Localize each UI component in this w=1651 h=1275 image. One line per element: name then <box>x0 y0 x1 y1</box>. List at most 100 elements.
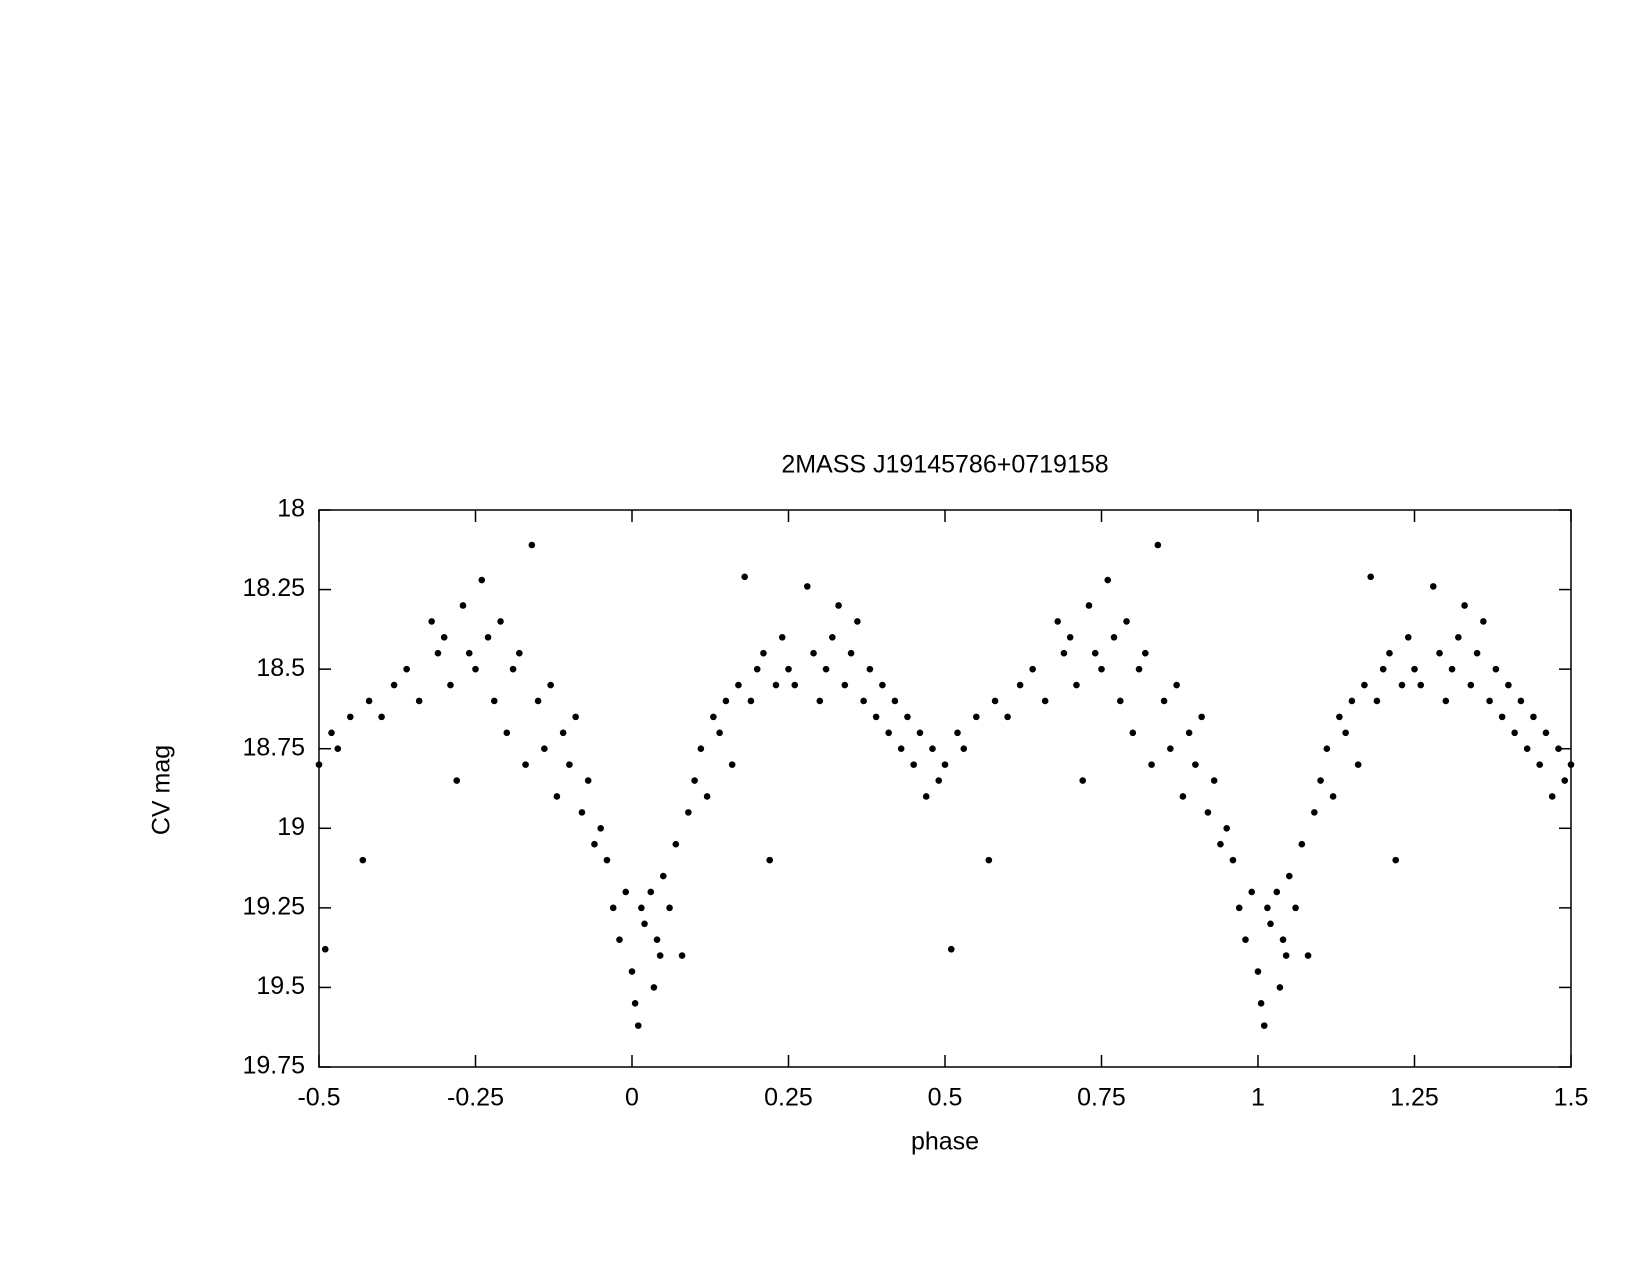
data-point <box>1135 665 1143 673</box>
data-point <box>847 649 855 657</box>
y-tick-label: 19.25 <box>242 892 305 920</box>
data-point <box>1429 583 1437 590</box>
data-point <box>334 745 342 753</box>
data-point <box>666 904 673 912</box>
data-point <box>1523 745 1531 753</box>
data-point <box>1129 729 1137 737</box>
data-point <box>453 777 461 784</box>
data-point <box>541 745 548 753</box>
data-point <box>791 681 799 689</box>
data-point <box>1273 888 1281 896</box>
data-point <box>678 952 686 959</box>
data-point <box>650 984 658 991</box>
data-point <box>597 824 604 832</box>
data-point <box>534 697 542 705</box>
data-point <box>916 729 924 737</box>
data-point <box>1461 602 1468 609</box>
data-point <box>1242 936 1249 943</box>
x-tick-label: 0 <box>625 1084 639 1112</box>
data-point <box>1260 1022 1268 1029</box>
data-point <box>1235 904 1243 912</box>
data-point <box>1486 697 1493 705</box>
chart-title: 2MASS J19145786+0719158 <box>781 451 1108 479</box>
data-point <box>803 583 811 590</box>
y-tick-label: 18.25 <box>242 574 305 602</box>
data-point <box>929 745 936 753</box>
data-point <box>854 618 861 625</box>
data-point <box>321 945 329 953</box>
data-point <box>897 745 905 753</box>
data-point <box>631 1000 639 1007</box>
data-point <box>1029 665 1036 673</box>
data-point <box>591 840 598 848</box>
data-point <box>935 777 943 784</box>
data-point <box>766 856 774 864</box>
data-point <box>634 1022 642 1029</box>
data-point <box>478 576 486 584</box>
data-point <box>653 936 661 943</box>
data-point <box>1542 729 1550 737</box>
data-point <box>528 541 536 549</box>
data-point <box>516 649 523 657</box>
data-point <box>1511 729 1518 737</box>
data-point <box>1060 649 1068 657</box>
data-point <box>891 697 899 705</box>
data-point <box>1154 541 1162 549</box>
data-point <box>1267 920 1274 928</box>
data-point <box>1442 697 1450 705</box>
x-tick-label: -0.5 <box>297 1084 340 1112</box>
data-point <box>1548 793 1556 800</box>
data-point <box>1567 761 1575 768</box>
data-point <box>328 729 335 737</box>
data-point <box>985 856 993 864</box>
data-point <box>1292 904 1299 912</box>
data-point <box>954 729 961 737</box>
data-point <box>810 649 817 657</box>
data-point <box>1329 793 1337 800</box>
data-point <box>428 618 435 625</box>
data-point <box>547 681 554 689</box>
y-tick-label: 18.75 <box>242 733 305 761</box>
data-point <box>1229 856 1237 864</box>
data-point <box>747 697 755 705</box>
data-point <box>1455 634 1462 641</box>
data-point <box>1436 649 1443 657</box>
data-point <box>1386 649 1393 657</box>
data-point <box>1311 809 1318 816</box>
data-point <box>638 904 645 912</box>
data-point <box>566 761 573 768</box>
y-axis-label: CV mag <box>148 745 176 835</box>
data-point <box>947 945 955 953</box>
data-point <box>1448 665 1456 673</box>
data-point <box>753 665 761 673</box>
data-point <box>509 665 517 673</box>
data-point <box>359 856 367 864</box>
data-point <box>991 697 999 705</box>
data-point <box>1116 697 1124 705</box>
data-point <box>1505 681 1512 689</box>
data-point <box>1282 952 1290 959</box>
data-point <box>710 713 717 721</box>
data-point <box>1279 936 1287 943</box>
data-point <box>497 618 504 625</box>
data-point <box>1336 713 1343 721</box>
data-point <box>603 856 611 864</box>
x-tick-label: -0.25 <box>447 1084 504 1112</box>
x-tick-label: 0.25 <box>764 1084 813 1112</box>
data-point <box>315 761 323 768</box>
data-point <box>735 681 742 689</box>
data-point <box>1467 681 1475 689</box>
data-point <box>1517 697 1525 705</box>
data-point <box>1342 729 1349 737</box>
data-point <box>1210 777 1218 784</box>
data-point <box>378 713 385 721</box>
data-point <box>685 809 692 816</box>
data-point <box>347 713 354 721</box>
x-tick-label: 0.75 <box>1077 1084 1126 1112</box>
data-point <box>941 761 949 768</box>
data-point <box>628 968 636 975</box>
data-point <box>1317 777 1324 784</box>
y-tick-label: 18.5 <box>256 654 305 682</box>
data-point <box>872 713 880 721</box>
x-tick-label: 1.5 <box>1554 1084 1589 1112</box>
